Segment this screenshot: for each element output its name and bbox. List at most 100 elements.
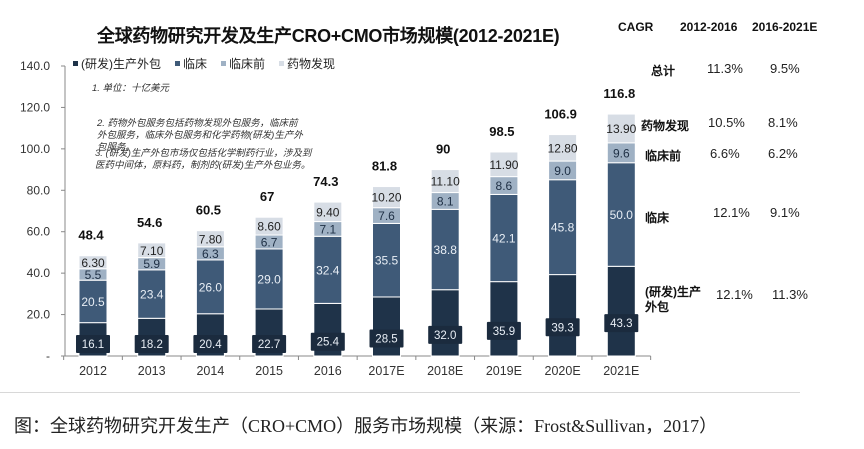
data-label: 43.3 bbox=[610, 318, 632, 330]
data-label: 6.3 bbox=[202, 247, 219, 261]
data-label: 18.2 bbox=[141, 339, 163, 351]
legend-swatch bbox=[175, 61, 180, 66]
bar-segment bbox=[548, 274, 578, 357]
bar-segment bbox=[489, 281, 519, 357]
legend-swatch bbox=[221, 61, 227, 66]
cagr-value: 11.3% bbox=[772, 287, 808, 302]
bar-segment bbox=[548, 134, 578, 162]
data-label-box bbox=[76, 335, 110, 353]
total-label: 98.5 bbox=[489, 124, 514, 139]
legend-item-drug-discovery: 药物发现 bbox=[279, 55, 335, 72]
data-label: 22.7 bbox=[258, 339, 280, 351]
x-tick-label: 2014 bbox=[196, 364, 224, 378]
data-label: 12.80 bbox=[548, 141, 578, 155]
y-tick-label: 20.0 bbox=[27, 308, 51, 322]
annotation-production-scope: 3. (研发)生产外包市场仅包括化学制药行业，涉及到医药中间体，原料药，制剂的(… bbox=[95, 148, 312, 171]
legend-item-clinical: 临床 bbox=[175, 55, 207, 72]
bar-segment bbox=[430, 169, 460, 194]
data-label: 45.8 bbox=[551, 221, 575, 235]
chart-frame: - 20.0 40.0 60.0 80.0 100.0 120.0 140.0 16.1 20.5… bbox=[20, 20, 817, 378]
bar-segment bbox=[489, 151, 519, 178]
x-tick-label: 2019E bbox=[486, 364, 522, 378]
annotation-outsourcing-scope: 2. 药物外包服务包括药物发现外包服务，临床前外包服务，临床外包服务和化学药物(… bbox=[97, 118, 303, 153]
data-label: 32.0 bbox=[434, 330, 456, 342]
legend: (研发)生产外包 临床 临床前 药物发现 bbox=[73, 55, 335, 72]
x-tick-label: 2012 bbox=[79, 364, 107, 378]
data-label: 50.0 bbox=[610, 208, 634, 222]
total-label: 90 bbox=[436, 142, 450, 157]
cagr-row-label-production-outsourcing: (研发)生产外包 bbox=[645, 285, 701, 314]
data-label: 10.20 bbox=[371, 191, 401, 205]
legend-item-preclinical: 临床前 bbox=[221, 55, 265, 72]
data-label-box bbox=[252, 335, 287, 353]
cagr-value: 10.5% bbox=[708, 115, 745, 130]
data-label: 26.0 bbox=[199, 280, 223, 294]
total-label: 106.9 bbox=[544, 107, 577, 122]
x-tick-label: 2015 bbox=[255, 364, 283, 378]
data-label-box bbox=[193, 335, 228, 353]
data-label: 7.80 bbox=[199, 232, 223, 246]
data-label: 42.1 bbox=[492, 232, 516, 246]
cagr-row-label-total: 总计 bbox=[651, 64, 676, 78]
bar-segment bbox=[137, 242, 167, 259]
data-label: 9.6 bbox=[613, 146, 630, 160]
bar-segment bbox=[606, 162, 636, 267]
total-label: 54.6 bbox=[137, 215, 162, 230]
bar-segment bbox=[78, 255, 108, 270]
data-label: 32.4 bbox=[316, 263, 340, 277]
data-label-box bbox=[604, 314, 639, 333]
legend-label: 临床前 bbox=[229, 57, 266, 71]
bar-segment bbox=[430, 208, 460, 291]
data-label: 23.4 bbox=[140, 288, 164, 302]
stacked-bar-chart: - 20.0 40.0 60.0 80.0 100.0 120.0 140.0 16.1 20.5… bbox=[20, 59, 652, 378]
bar-segment bbox=[489, 193, 519, 283]
bar-segment bbox=[195, 259, 225, 315]
bar-segment bbox=[372, 186, 401, 209]
bar-segment bbox=[548, 179, 578, 276]
data-label: 11.10 bbox=[431, 175, 460, 189]
legend-label: (研发)生产外包 bbox=[81, 57, 161, 71]
bar-segment bbox=[606, 113, 636, 144]
cagr-header-period-1: 2012-2016 bbox=[680, 20, 738, 34]
data-label-box bbox=[428, 325, 463, 344]
x-tick-label: 2017E bbox=[368, 364, 404, 378]
data-label: 5.9 bbox=[143, 257, 160, 271]
cagr-value: 6.2% bbox=[768, 146, 798, 161]
y-tick-label: 120.0 bbox=[20, 100, 50, 114]
cagr-value: 8.1% bbox=[768, 115, 798, 130]
total-label: 81.8 bbox=[372, 159, 397, 174]
data-label: 35.5 bbox=[375, 254, 399, 268]
data-label: 13.90 bbox=[606, 122, 636, 136]
data-label: 8.1 bbox=[437, 194, 454, 208]
legend-item-production-outsourcing: (研发)生产外包 bbox=[73, 55, 161, 72]
x-tick-label: 2018E bbox=[427, 364, 463, 378]
bar-segment bbox=[254, 248, 284, 310]
total-label: 116.8 bbox=[603, 86, 635, 101]
bar-segment bbox=[254, 216, 284, 236]
y-tick-label: - bbox=[46, 349, 50, 363]
bar-segment bbox=[137, 269, 167, 319]
cagr-value: 12.1% bbox=[716, 287, 753, 302]
legend-swatch bbox=[279, 61, 285, 66]
data-label: 11.90 bbox=[489, 158, 518, 172]
legend-label: 药物发现 bbox=[287, 57, 336, 71]
data-label: 35.9 bbox=[493, 326, 515, 338]
data-label: 39.3 bbox=[551, 322, 573, 334]
bar-segment bbox=[372, 222, 401, 298]
data-label-box bbox=[369, 329, 404, 348]
figure-caption: 图：全球药物研究开发生产（CRO+CMO）服务市场规模（来源：Frost&Sul… bbox=[14, 416, 718, 436]
y-tick-label: 80.0 bbox=[27, 183, 51, 197]
x-tick-label: 2013 bbox=[138, 364, 166, 378]
bar-segment bbox=[606, 265, 636, 357]
data-label: 6.7 bbox=[261, 235, 278, 249]
data-label: 8.60 bbox=[257, 220, 281, 234]
cagr-header: CAGR bbox=[618, 20, 654, 34]
y-tick-label: 60.0 bbox=[27, 225, 51, 239]
data-label: 7.6 bbox=[378, 209, 395, 223]
cagr-row-label-preclinical: 临床前 bbox=[645, 149, 682, 163]
data-label: 28.5 bbox=[375, 333, 397, 345]
y-tick-label: 40.0 bbox=[27, 266, 51, 280]
cagr-value: 9.1% bbox=[770, 205, 800, 220]
data-label-box bbox=[545, 318, 580, 337]
cagr-value: 12.1% bbox=[713, 205, 750, 220]
